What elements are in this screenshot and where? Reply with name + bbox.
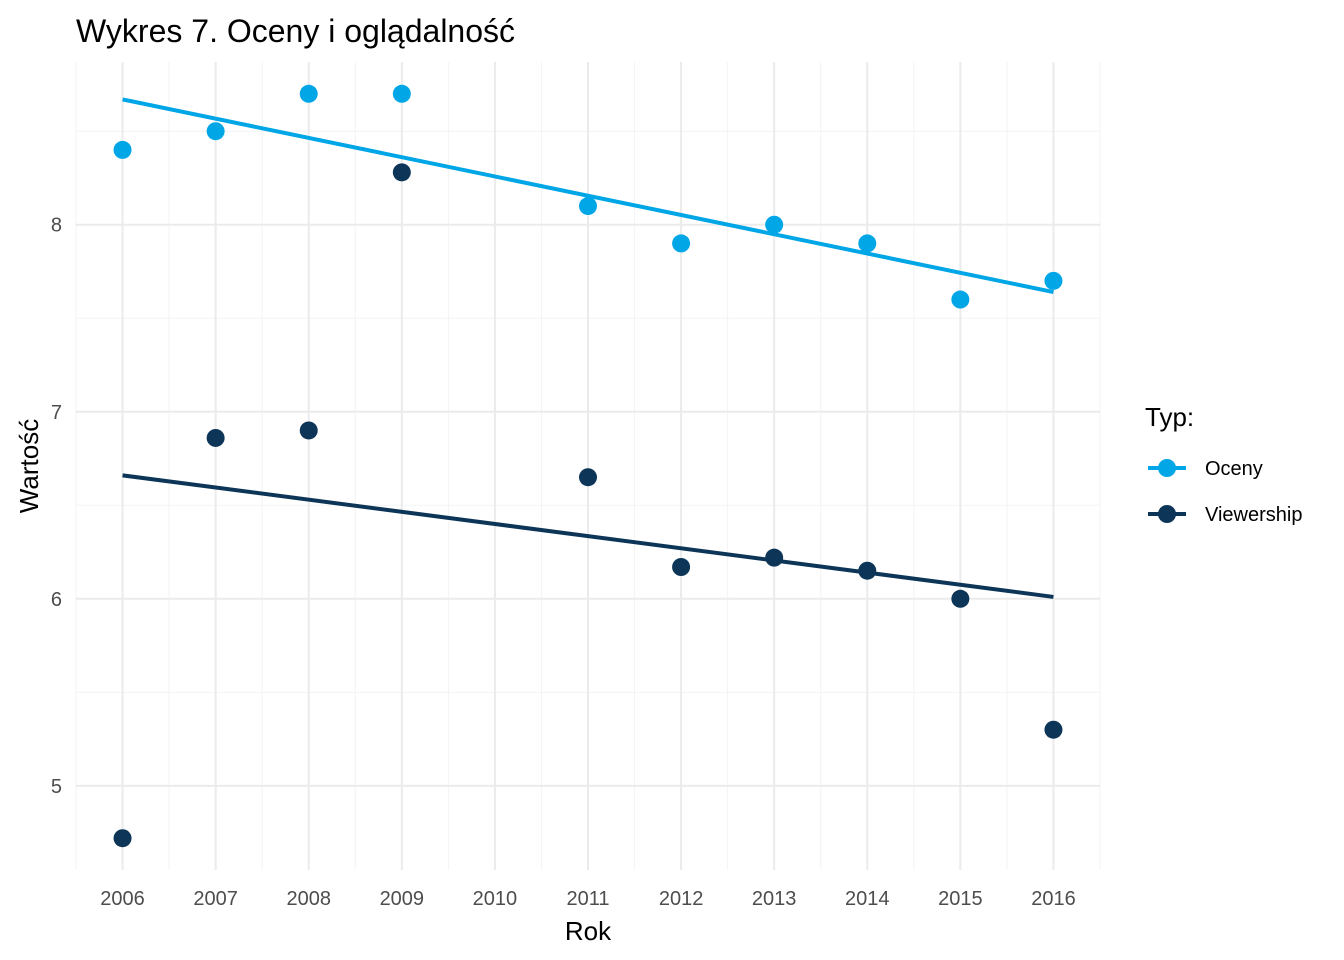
x-tick-label: 2010 (473, 888, 518, 910)
legend-key-point (1158, 505, 1176, 523)
data-point (579, 468, 597, 487)
legend-items: Oceny Viewership (1148, 458, 1302, 526)
x-axis-ticks: 2006 2007 2008 2009 2010 2011 2012 2013 2014 2015… (100, 888, 1075, 910)
x-tick-label: 2007 (193, 888, 238, 910)
data-point (765, 215, 784, 234)
data-point (579, 197, 597, 216)
legend-label: Viewership (1205, 504, 1302, 526)
data-point (1044, 271, 1063, 290)
y-tick-label: 6 (51, 589, 62, 611)
data-point (113, 140, 132, 159)
data-point (765, 548, 784, 567)
data-points (113, 84, 1063, 848)
data-point (299, 421, 318, 440)
data-point (858, 234, 877, 253)
legend-label: Oceny (1205, 458, 1263, 480)
x-tick-label: 2008 (286, 888, 331, 910)
data-point (392, 84, 411, 103)
trend-lines (122, 97, 1054, 599)
plot-grid (75, 62, 1101, 870)
x-axis-title: Rok (565, 916, 612, 946)
x-tick-label: 2016 (1031, 888, 1076, 910)
chart-title: Wykres 7. Oceny i oglądalność (76, 13, 515, 49)
y-axis-ticks: 5 6 7 8 (51, 215, 62, 798)
trend-line (122, 473, 1054, 599)
data-point (1044, 720, 1063, 739)
data-point (951, 589, 970, 608)
x-tick-label: 2009 (380, 888, 425, 910)
data-point (392, 163, 411, 182)
x-tick-label: 2015 (938, 888, 983, 910)
data-point (672, 558, 691, 576)
y-tick-label: 8 (51, 215, 62, 237)
y-tick-label: 5 (51, 776, 62, 798)
data-point (951, 290, 970, 309)
x-tick-label: 2006 (100, 888, 145, 910)
x-tick-label: 2012 (659, 888, 704, 910)
legend: Typ: Oceny Viewership (1145, 402, 1302, 526)
legend-title: Typ: (1145, 402, 1194, 432)
y-axis-title: Wartość (14, 419, 44, 513)
data-point (206, 428, 225, 447)
trend-line (122, 97, 1054, 295)
x-tick-label: 2013 (752, 888, 797, 910)
data-point (672, 234, 691, 253)
x-tick-label: 2011 (566, 888, 609, 910)
y-tick-label: 7 (51, 402, 62, 424)
legend-key-point (1158, 459, 1176, 477)
data-point (113, 829, 132, 848)
data-point (206, 122, 225, 141)
data-point (299, 84, 318, 103)
x-tick-label: 2014 (845, 888, 890, 910)
data-point (858, 561, 877, 580)
